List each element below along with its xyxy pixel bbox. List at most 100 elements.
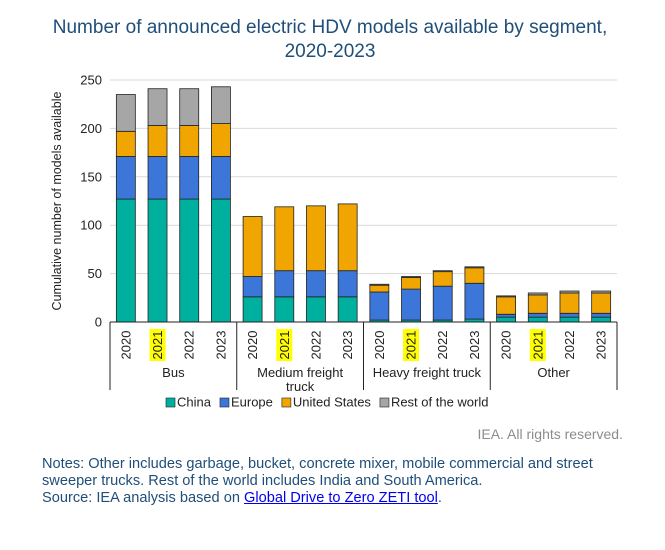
group-label: Heavy freight truck: [373, 365, 482, 380]
bar-segment: [559, 312, 580, 318]
bar-segment: [496, 296, 516, 315]
bar-segment: [211, 198, 231, 323]
bar-segment: [306, 205, 326, 272]
bar-segment: [496, 295, 516, 298]
y-tick-label: 50: [88, 266, 102, 281]
bar-segment: [401, 277, 421, 290]
bar-segment: [401, 276, 421, 278]
y-tick-label: 150: [80, 169, 102, 184]
group-label: truck: [286, 379, 315, 394]
stacked-bar-chart: 0 50 100 150 200 250 Cumulative number of mode…: [50, 73, 618, 410]
bar-segment: [147, 88, 168, 126]
bar-segment: [369, 291, 390, 321]
bar-segment: [496, 313, 516, 318]
x-tick-label: 2020: [245, 331, 260, 360]
source-prefix: Source: IEA analysis based on: [42, 490, 245, 506]
x-tick-label: 2021: [277, 331, 292, 360]
group-label: Medium freight: [257, 365, 343, 380]
bar-segment: [179, 125, 200, 157]
bar-segment: [274, 206, 295, 272]
x-tick-label: 2023: [594, 331, 609, 360]
bar-segment: [147, 125, 168, 157]
bar-segment: [591, 316, 612, 323]
legend-swatch: [281, 397, 292, 408]
x-tick-label: 2020: [372, 331, 387, 360]
bar-segment: [211, 123, 231, 157]
copyright-notice: IEA. All rights reserved.: [477, 426, 623, 442]
legend-label: Europe: [231, 395, 273, 410]
bar-segment: [401, 288, 421, 321]
highlight-marker: [529, 329, 546, 361]
x-tick-label: 2023: [340, 331, 355, 360]
x-tick-label: 2023: [467, 331, 482, 360]
y-axis-title: Cumulative number of models available: [50, 92, 64, 311]
bar-segment: [115, 198, 136, 323]
bar-segment: [432, 270, 453, 273]
legend-swatch: [379, 397, 390, 408]
x-tick-label: 2021: [150, 331, 165, 360]
bar-segment: [527, 292, 548, 296]
bar-segment: [179, 88, 200, 126]
bar-segment: [527, 294, 548, 314]
bar-segment: [591, 292, 612, 314]
bar-segment: [369, 284, 390, 293]
bar-segment: [115, 156, 136, 200]
bar-segment: [211, 156, 231, 200]
bar-segment: [211, 86, 231, 124]
bar-segment: [242, 216, 263, 277]
group-label: Bus: [162, 365, 185, 380]
x-tick-label: 2021: [404, 331, 419, 360]
bar-segment: [464, 266, 485, 269]
x-tick-label: 2022: [562, 331, 577, 360]
highlight-marker: [403, 329, 420, 361]
bar-segment: [559, 316, 580, 323]
x-tick-label: 2023: [213, 331, 228, 360]
bar-segment: [527, 316, 548, 323]
bar-segment: [115, 94, 136, 132]
bar-segment: [559, 290, 580, 294]
bar-segment: [369, 283, 390, 286]
source-line: Source: IEA analysis based on Global Dri…: [42, 490, 617, 507]
y-tick-label: 0: [95, 315, 102, 330]
bar-segment: [337, 270, 358, 298]
notes-text: Notes: Other includes garbage, bucket, c…: [42, 456, 593, 489]
bar-segment: [147, 156, 168, 200]
legend-swatch: [219, 397, 230, 408]
x-tick-label: 2020: [118, 331, 133, 360]
source-link[interactable]: Global Drive to Zero ZETI tool: [244, 490, 438, 506]
bar-segment: [432, 271, 453, 287]
bar-segment: [274, 296, 295, 323]
bar-segment: [242, 276, 263, 298]
bar-segment: [591, 290, 612, 294]
bar-segment: [147, 198, 168, 323]
x-tick-label: 2021: [530, 331, 545, 360]
legend-label: China: [177, 395, 212, 410]
bar-segment: [591, 312, 612, 318]
bar-segment: [337, 296, 358, 323]
legend-label: United States: [293, 395, 372, 410]
legend-swatch: [165, 397, 176, 408]
bar-segment: [306, 270, 326, 298]
notes-block: Notes: Other includes garbage, bucket, c…: [42, 456, 617, 507]
x-tick-label: 2022: [182, 331, 197, 360]
y-tick-label: 250: [80, 73, 102, 88]
chart-title: Number of announced electric HDV models …: [52, 17, 608, 62]
legend-label: Rest of the world: [391, 395, 489, 410]
y-tick-label: 100: [80, 218, 102, 233]
bar-segment: [432, 285, 453, 321]
source-suffix: .: [437, 490, 442, 506]
x-tick-label: 2020: [499, 331, 514, 360]
bar-segment: [464, 282, 485, 320]
group-label: Other: [537, 365, 570, 380]
bar-segment: [242, 296, 263, 323]
bar-segment: [527, 312, 548, 318]
highlight-marker: [276, 329, 293, 361]
bar-segment: [337, 203, 358, 272]
highlight-marker: [149, 329, 166, 361]
bar-segment: [306, 296, 326, 323]
bar-segment: [274, 270, 295, 298]
bar-segment: [115, 130, 136, 157]
bar-segment: [464, 267, 485, 284]
x-tick-label: 2022: [308, 331, 323, 360]
bar-segment: [496, 316, 516, 323]
